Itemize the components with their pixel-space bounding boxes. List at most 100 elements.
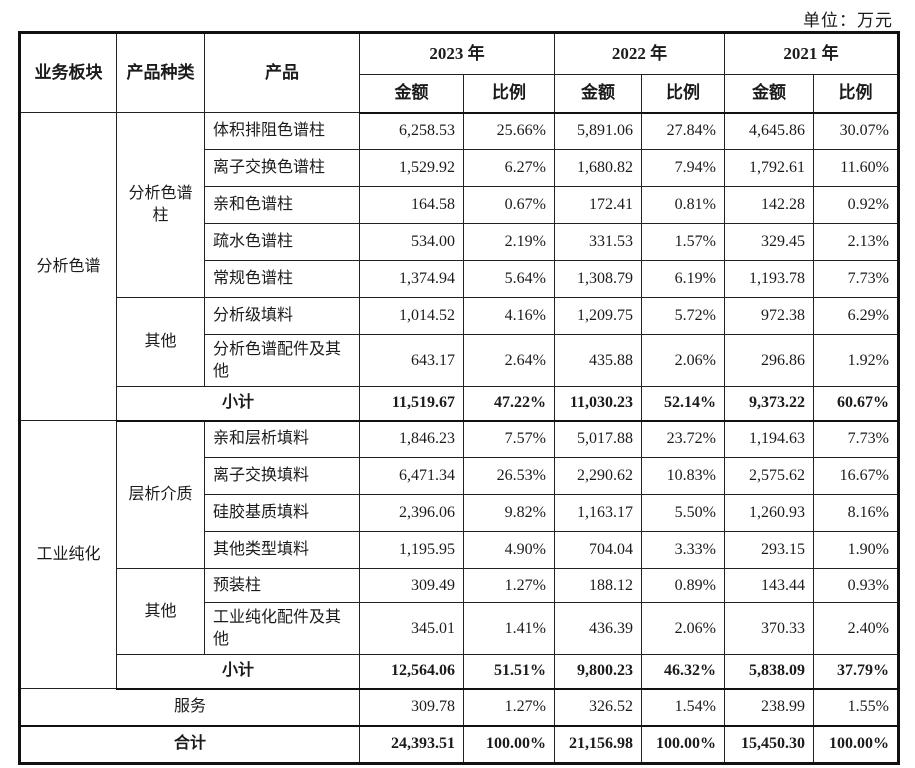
- amount-cell: 238.99: [724, 688, 814, 726]
- table-row: 离子交换色谱柱 1,529.92 6.27% 1,680.82 7.94% 1,…: [20, 149, 899, 187]
- amount-cell: 296.86: [724, 334, 814, 387]
- header-year-2023: 2023 年: [359, 32, 555, 75]
- ratio-cell: 8.16%: [813, 494, 899, 532]
- ratio-cell: 27.84%: [641, 112, 725, 150]
- product-cell: 分析色谱配件及其他: [204, 334, 360, 387]
- amount-cell: 329.45: [724, 223, 814, 261]
- amount-cell: 345.01: [359, 602, 464, 655]
- amount-cell: 2,290.62: [554, 457, 642, 495]
- amount-cell: 1,846.23: [359, 420, 464, 458]
- amount-cell: 1,680.82: [554, 149, 642, 187]
- category-cell: 层析介质: [116, 420, 205, 569]
- header-amount-2022: 金额: [554, 74, 642, 114]
- ratio-cell: 6.29%: [813, 297, 899, 335]
- table-row: 其他类型填料 1,195.95 4.90% 704.04 3.33% 293.1…: [20, 531, 899, 569]
- ratio-cell: 2.06%: [641, 334, 725, 387]
- segment-cell: 工业纯化: [19, 420, 117, 689]
- table-row: 其他 分析级填料 1,014.52 4.16% 1,209.75 5.72% 9…: [20, 297, 899, 387]
- amount-cell: 309.78: [359, 688, 464, 726]
- amount-cell: 293.15: [724, 531, 814, 569]
- amount-cell: 5,017.88: [554, 420, 642, 458]
- header-product: 产品: [204, 32, 360, 113]
- ratio-cell: 1.92%: [813, 334, 899, 387]
- table-row: 亲和色谱柱 164.58 0.67% 172.41 0.81% 142.28 0…: [20, 186, 899, 224]
- product-cell: 预装柱: [204, 568, 360, 603]
- amount-cell: 704.04: [554, 531, 642, 569]
- subtotal-label: 小计: [116, 654, 360, 690]
- amount-cell: 2,575.62: [724, 457, 814, 495]
- header-ratio-2022: 比例: [641, 74, 725, 114]
- amount-cell: 643.17: [359, 334, 464, 387]
- table-row: 疏水色谱柱 534.00 2.19% 331.53 1.57% 329.45 2…: [20, 223, 899, 261]
- header-year-2022: 2022 年: [554, 32, 725, 75]
- header-amount-2023: 金额: [359, 74, 464, 114]
- amount-cell: 172.41: [554, 186, 642, 224]
- product-cell: 离子交换色谱柱: [204, 149, 360, 187]
- product-cell: 工业纯化配件及其他: [204, 602, 360, 655]
- ratio-cell: 0.92%: [813, 186, 899, 224]
- ratio-cell: 1.54%: [641, 688, 725, 726]
- ratio-cell: 10.83%: [641, 457, 725, 495]
- ratio-cell: 23.72%: [641, 420, 725, 458]
- subtotal-label: 小计: [116, 386, 360, 422]
- amount-cell: 24,393.51: [359, 724, 464, 764]
- product-cell: 硅胶基质填料: [204, 494, 360, 532]
- ratio-cell: 5.72%: [641, 297, 725, 335]
- amount-cell: 436.39: [554, 602, 642, 655]
- ratio-cell: 7.73%: [813, 260, 899, 298]
- ratio-cell: 1.27%: [463, 688, 555, 726]
- product-cell: 亲和色谱柱: [204, 186, 360, 224]
- table-row: 硅胶基质填料 2,396.06 9.82% 1,163.17 5.50% 1,2…: [20, 494, 899, 532]
- ratio-cell: 7.94%: [641, 149, 725, 187]
- amount-cell: 5,891.06: [554, 112, 642, 150]
- header-product-category: 产品种类: [116, 32, 205, 113]
- segment-cell: 分析色谱: [19, 112, 117, 421]
- amount-cell: 1,374.94: [359, 260, 464, 298]
- category-cell: 其他: [116, 568, 205, 655]
- amount-cell: 9,800.23: [554, 654, 642, 690]
- amount-cell: 1,529.92: [359, 149, 464, 187]
- ratio-cell: 4.90%: [463, 531, 555, 569]
- ratio-cell: 26.53%: [463, 457, 555, 495]
- amount-cell: 6,471.34: [359, 457, 464, 495]
- amount-cell: 1,194.63: [724, 420, 814, 458]
- ratio-cell: 47.22%: [463, 386, 555, 422]
- amount-cell: 5,838.09: [724, 654, 814, 690]
- amount-cell: 15,450.30: [724, 724, 814, 764]
- header-business-segment: 业务板块: [19, 32, 117, 113]
- amount-cell: 309.49: [359, 568, 464, 603]
- ratio-cell: 2.40%: [813, 602, 899, 655]
- ratio-cell: 7.73%: [813, 420, 899, 458]
- unit-label: 单位：万元: [803, 11, 893, 30]
- amount-cell: 1,308.79: [554, 260, 642, 298]
- amount-cell: 1,163.17: [554, 494, 642, 532]
- amount-cell: 6,258.53: [359, 112, 464, 150]
- subtotal-row: 小计 12,564.06 51.51% 9,800.23 46.32% 5,83…: [20, 654, 899, 690]
- ratio-cell: 9.82%: [463, 494, 555, 532]
- ratio-cell: 0.81%: [641, 186, 725, 224]
- amount-cell: 370.33: [724, 602, 814, 655]
- ratio-cell: 100.00%: [641, 724, 725, 764]
- amount-cell: 4,645.86: [724, 112, 814, 150]
- amount-cell: 12,564.06: [359, 654, 464, 690]
- amount-cell: 1,260.93: [724, 494, 814, 532]
- ratio-cell: 2.06%: [641, 602, 725, 655]
- header-ratio-2021: 比例: [813, 74, 899, 114]
- subtotal-row: 小计 11,519.67 47.22% 11,030.23 52.14% 9,3…: [20, 386, 899, 422]
- amount-cell: 11,519.67: [359, 386, 464, 422]
- ratio-cell: 1.57%: [641, 223, 725, 261]
- ratio-cell: 11.60%: [813, 149, 899, 187]
- ratio-cell: 100.00%: [813, 724, 899, 764]
- ratio-cell: 5.64%: [463, 260, 555, 298]
- table-row: 工业纯化 层析介质 亲和层析填料 1,846.23 7.57% 5,017.88…: [19, 420, 899, 689]
- ratio-cell: 4.16%: [463, 297, 555, 335]
- amount-cell: 11,030.23: [554, 386, 642, 422]
- amount-cell: 326.52: [554, 688, 642, 726]
- ratio-cell: 16.67%: [813, 457, 899, 495]
- product-cell: 分析级填料: [204, 297, 360, 335]
- amount-cell: 534.00: [359, 223, 464, 261]
- amount-cell: 188.12: [554, 568, 642, 603]
- ratio-cell: 25.66%: [463, 112, 555, 150]
- ratio-cell: 51.51%: [463, 654, 555, 690]
- ratio-cell: 1.27%: [463, 568, 555, 603]
